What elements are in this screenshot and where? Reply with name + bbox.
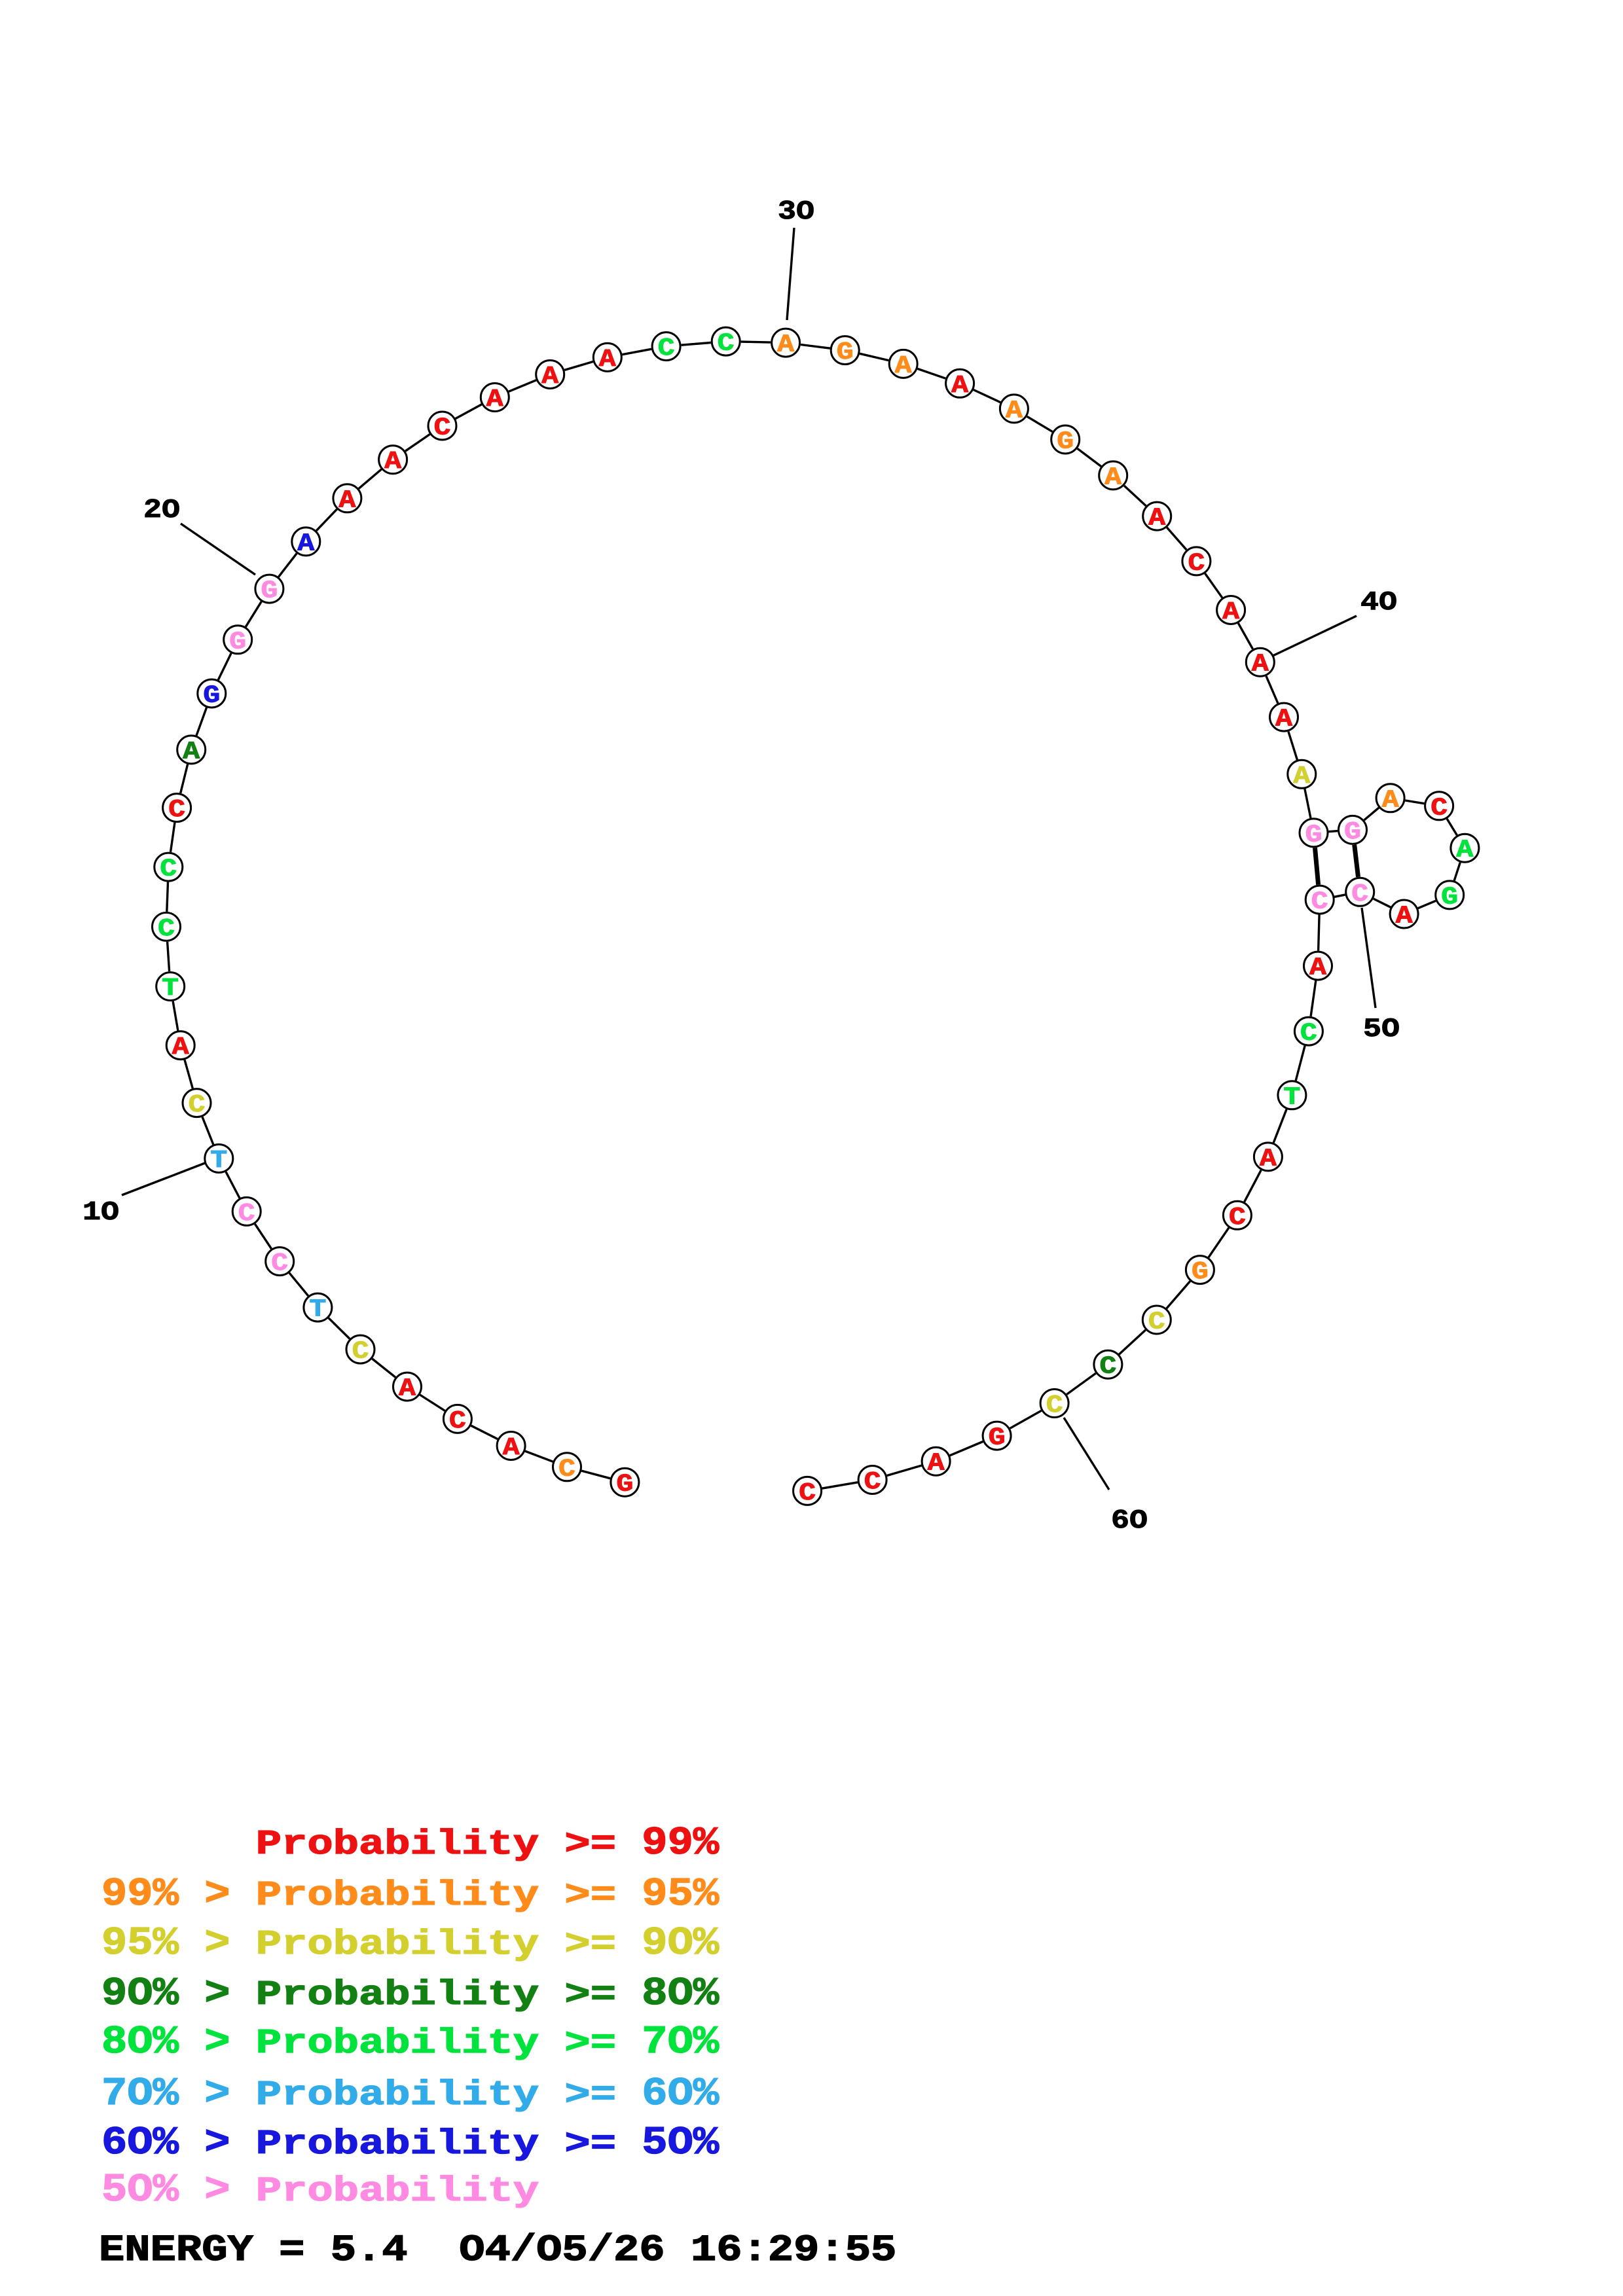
svg-text:A: A <box>399 1375 416 1403</box>
svg-text:A: A <box>777 331 794 359</box>
svg-text:A: A <box>928 1450 945 1478</box>
svg-text:G: G <box>989 1424 1006 1452</box>
svg-text:A: A <box>297 529 314 558</box>
svg-text:Probability >=: Probability >= <box>256 1925 642 1964</box>
svg-text:G: G <box>261 577 278 605</box>
svg-text:C: C <box>1351 880 1368 908</box>
svg-text:C: C <box>1431 794 1448 822</box>
svg-text:G: G <box>1305 821 1322 849</box>
svg-text:C: C <box>434 414 451 442</box>
svg-text:5O% >: 5O% > <box>101 2168 256 2213</box>
svg-text:95%: 95% <box>642 1873 720 1917</box>
svg-text:99%: 99% <box>642 1821 720 1866</box>
svg-text:C: C <box>1148 1308 1165 1336</box>
svg-text:8O% >: 8O% > <box>101 2020 256 2065</box>
svg-text:C: C <box>718 330 735 358</box>
svg-text:A: A <box>1260 1145 1277 1173</box>
svg-text:Probability >=: Probability >= <box>256 1876 642 1915</box>
svg-text:G: G <box>1192 1258 1209 1286</box>
svg-text:A: A <box>951 372 968 400</box>
svg-text:A: A <box>1222 598 1239 626</box>
svg-text:7O%: 7O% <box>642 2020 720 2065</box>
svg-text:6O%: 6O% <box>642 2072 720 2117</box>
svg-text:C: C <box>352 1338 369 1366</box>
svg-text:A: A <box>172 1033 189 1062</box>
svg-text:9O% >: 9O% > <box>101 1972 256 2017</box>
svg-text:Probability >=: Probability >= <box>256 2075 642 2115</box>
svg-text:C: C <box>189 1091 206 1119</box>
svg-text:T: T <box>162 975 179 1003</box>
svg-text:Probability >=: Probability >= <box>256 1825 642 1864</box>
svg-text:C: C <box>864 1468 881 1496</box>
svg-text:C: C <box>1099 1353 1116 1381</box>
svg-text:A: A <box>1396 903 1413 931</box>
svg-text:C: C <box>158 915 175 943</box>
svg-text:A: A <box>1309 954 1326 982</box>
svg-text:C: C <box>1046 1391 1063 1420</box>
svg-text:A: A <box>384 448 401 476</box>
svg-text:T: T <box>210 1147 227 1175</box>
svg-text:A: A <box>541 363 558 391</box>
svg-text:C: C <box>1300 1020 1317 1048</box>
svg-text:A: A <box>1104 463 1122 492</box>
svg-text:G: G <box>1344 818 1361 846</box>
svg-text:ENERGY = 5.4 O4/O5/26 16:29:5: ENERGY = 5.4 O4/O5/26 16:29:55 <box>99 2230 896 2272</box>
svg-text:A: A <box>503 1434 520 1462</box>
svg-text:G: G <box>229 628 246 656</box>
svg-text:C: C <box>1188 549 1205 577</box>
svg-text:6O% >: 6O% > <box>101 2121 256 2166</box>
svg-text:C: C <box>168 796 185 824</box>
svg-text:G: G <box>1441 883 1458 911</box>
svg-text:99% >: 99% > <box>101 1873 256 1917</box>
svg-text:6O: 6O <box>1111 1506 1148 1536</box>
svg-text:G: G <box>203 682 220 710</box>
svg-text:3O: 3O <box>778 197 814 227</box>
svg-text:C: C <box>1311 888 1328 916</box>
svg-text:A: A <box>599 346 616 374</box>
svg-text:T: T <box>1283 1083 1300 1111</box>
svg-text:Probability >=: Probability >= <box>256 2024 642 2063</box>
svg-text:G: G <box>837 338 854 367</box>
svg-text:C: C <box>160 855 177 884</box>
svg-text:Probability >=: Probability >= <box>256 1975 642 2015</box>
svg-text:C: C <box>449 1407 466 1435</box>
svg-text:C: C <box>558 1455 575 1483</box>
svg-text:A: A <box>1382 786 1399 814</box>
svg-text:G: G <box>616 1471 633 1499</box>
svg-text:C: C <box>271 1249 288 1278</box>
svg-text:A: A <box>1275 706 1292 734</box>
svg-text:A: A <box>1006 397 1023 425</box>
svg-text:C: C <box>799 1479 816 1507</box>
svg-text:4O: 4O <box>1360 588 1397 618</box>
svg-text:Probability >=: Probability >= <box>256 2125 642 2164</box>
svg-text:8O%: 8O% <box>642 1972 720 2017</box>
svg-text:T: T <box>309 1296 326 1324</box>
svg-text:C: C <box>658 334 675 363</box>
svg-text:95% >: 95% > <box>101 1922 256 1966</box>
svg-text:A: A <box>1252 651 1269 679</box>
svg-text:A: A <box>486 386 503 414</box>
svg-text:5O%: 5O% <box>642 2121 720 2166</box>
svg-text:A: A <box>895 352 912 380</box>
svg-text:G: G <box>1057 428 1074 456</box>
svg-text:C: C <box>1229 1204 1246 1232</box>
svg-text:A: A <box>1148 505 1165 533</box>
svg-text:7O% >: 7O% > <box>101 2072 256 2117</box>
svg-text:1O: 1O <box>82 1198 119 1228</box>
svg-text:A: A <box>1456 836 1473 865</box>
svg-text:9O%: 9O% <box>642 1922 720 1966</box>
svg-text:A: A <box>1293 762 1310 791</box>
svg-text:C: C <box>238 1200 255 1228</box>
svg-text:5O: 5O <box>1363 1014 1400 1045</box>
svg-text:Probability: Probability <box>256 2172 539 2211</box>
svg-text:2O: 2O <box>143 495 180 526</box>
svg-text:A: A <box>338 486 356 514</box>
svg-text:A: A <box>183 738 200 766</box>
